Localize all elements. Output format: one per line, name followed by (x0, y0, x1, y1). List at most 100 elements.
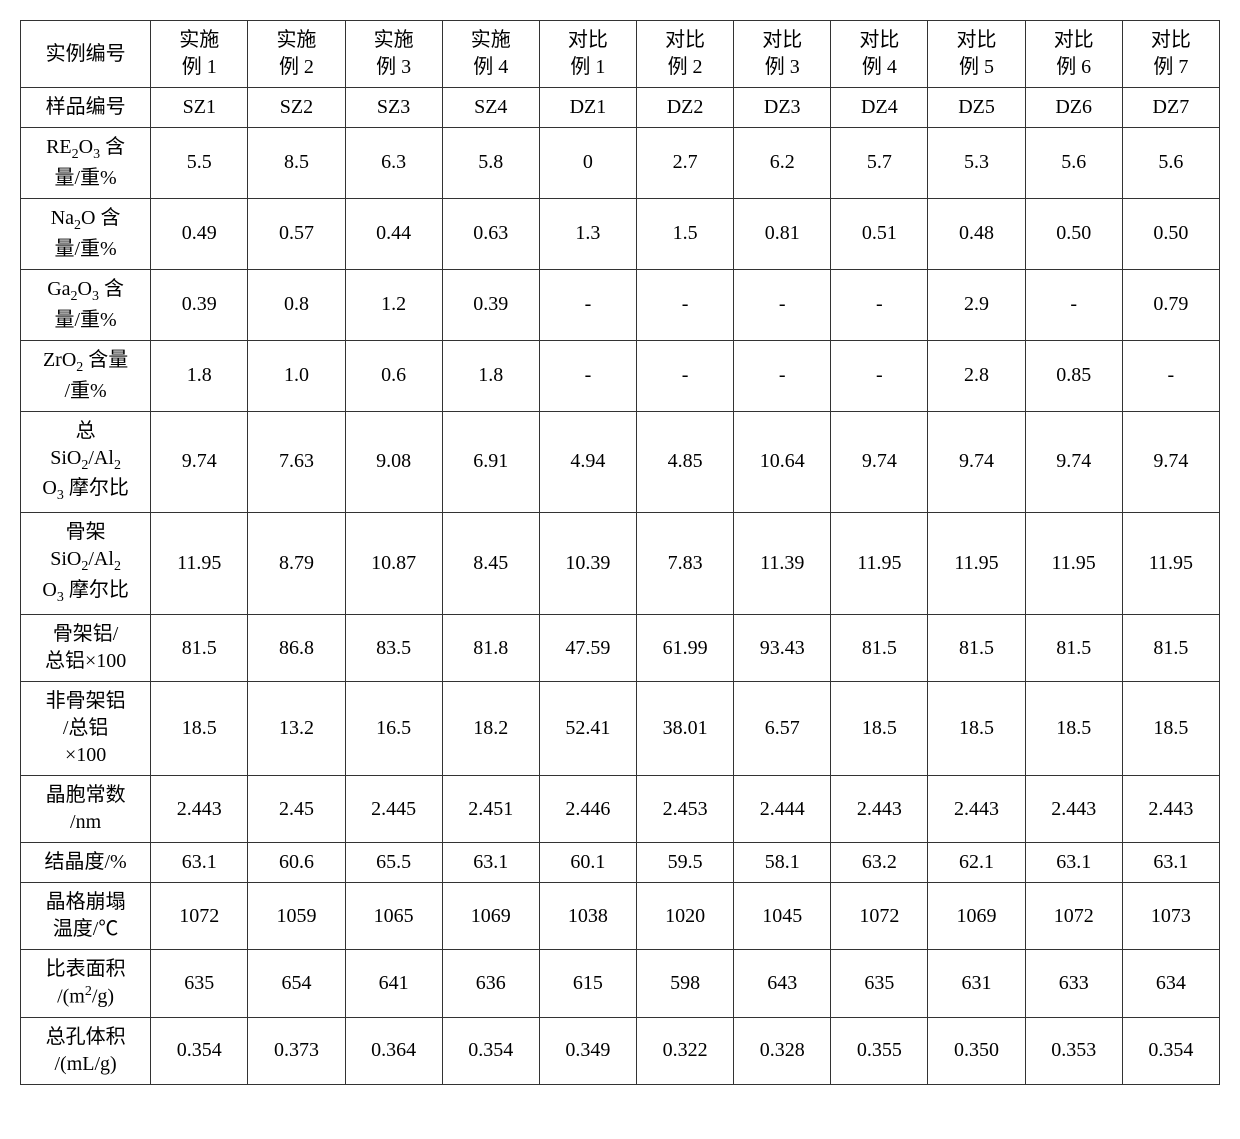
table-row: Na2O 含量/重%0.490.570.440.631.31.50.810.51… (21, 198, 1220, 269)
data-table: 实例编号实施例 1实施例 2实施例 3实施例 4对比例 1对比例 2对比例 3对… (20, 20, 1220, 1085)
data-cell: 6.2 (734, 128, 831, 199)
data-cell: 0.50 (1122, 198, 1219, 269)
data-cell: 5.5 (151, 128, 248, 199)
data-cell: 635 (831, 950, 928, 1018)
data-cell: 59.5 (636, 843, 733, 883)
data-cell: 0.373 (248, 1017, 345, 1084)
column-header: 对比例 6 (1025, 21, 1122, 88)
data-cell: 654 (248, 950, 345, 1018)
data-cell: 0.354 (1122, 1017, 1219, 1084)
data-cell: 2.443 (928, 776, 1025, 843)
data-cell: 63.2 (831, 843, 928, 883)
table-row: 骨架SiO2/Al2O3 摩尔比11.958.7910.878.4510.397… (21, 513, 1220, 615)
data-cell: 81.5 (928, 615, 1025, 682)
data-cell: 18.5 (928, 682, 1025, 776)
data-cell: DZ7 (1122, 88, 1219, 128)
data-cell: 52.41 (539, 682, 636, 776)
data-cell: DZ2 (636, 88, 733, 128)
data-cell: 81.5 (831, 615, 928, 682)
data-cell: - (539, 340, 636, 411)
data-cell: 0.322 (636, 1017, 733, 1084)
data-cell: 58.1 (734, 843, 831, 883)
data-cell: DZ1 (539, 88, 636, 128)
data-cell: 0.354 (442, 1017, 539, 1084)
data-cell: - (1025, 269, 1122, 340)
data-cell: 2.444 (734, 776, 831, 843)
data-cell: 2.45 (248, 776, 345, 843)
data-cell: 0.81 (734, 198, 831, 269)
data-cell: 1045 (734, 883, 831, 950)
column-header: 实施例 3 (345, 21, 442, 88)
data-cell: 0.51 (831, 198, 928, 269)
row-label: 样品编号 (21, 88, 151, 128)
data-cell: 18.5 (1122, 682, 1219, 776)
data-cell: SZ1 (151, 88, 248, 128)
data-cell: DZ4 (831, 88, 928, 128)
column-header: 实施例 2 (248, 21, 345, 88)
data-cell: 9.74 (151, 411, 248, 513)
data-cell: 9.74 (1122, 411, 1219, 513)
data-cell: 634 (1122, 950, 1219, 1018)
data-cell: - (636, 340, 733, 411)
row-label: 结晶度/% (21, 843, 151, 883)
data-cell: 63.1 (1025, 843, 1122, 883)
row-label: 总SiO2/Al2O3 摩尔比 (21, 411, 151, 513)
data-cell: 8.79 (248, 513, 345, 615)
data-cell: 2.446 (539, 776, 636, 843)
data-cell: 2.7 (636, 128, 733, 199)
data-cell: 2.9 (928, 269, 1025, 340)
data-cell: 83.5 (345, 615, 442, 682)
table-row: 总SiO2/Al2O3 摩尔比9.747.639.086.914.944.851… (21, 411, 1220, 513)
data-cell: 60.1 (539, 843, 636, 883)
data-cell: 93.43 (734, 615, 831, 682)
data-cell: 0.353 (1025, 1017, 1122, 1084)
data-cell: 18.5 (1025, 682, 1122, 776)
data-cell: 1038 (539, 883, 636, 950)
data-cell: 81.5 (1122, 615, 1219, 682)
data-cell: 63.1 (151, 843, 248, 883)
table-row: Ga2O3 含量/重%0.390.81.20.39----2.9-0.79 (21, 269, 1220, 340)
data-cell: SZ4 (442, 88, 539, 128)
data-cell: 2.443 (831, 776, 928, 843)
data-cell: 13.2 (248, 682, 345, 776)
data-cell: 6.57 (734, 682, 831, 776)
data-cell: 1065 (345, 883, 442, 950)
data-cell: 4.94 (539, 411, 636, 513)
data-cell: 11.95 (1025, 513, 1122, 615)
data-cell: 615 (539, 950, 636, 1018)
data-cell: 47.59 (539, 615, 636, 682)
column-header: 对比例 3 (734, 21, 831, 88)
table-row: 晶格崩塌温度/℃10721059106510691038102010451072… (21, 883, 1220, 950)
data-cell: 61.99 (636, 615, 733, 682)
data-cell: SZ2 (248, 88, 345, 128)
data-cell: 1073 (1122, 883, 1219, 950)
data-cell: 5.6 (1122, 128, 1219, 199)
data-cell: 1.2 (345, 269, 442, 340)
column-header: 对比例 2 (636, 21, 733, 88)
data-cell: 636 (442, 950, 539, 1018)
table-header-row: 实例编号实施例 1实施例 2实施例 3实施例 4对比例 1对比例 2对比例 3对… (21, 21, 1220, 88)
data-cell: 631 (928, 950, 1025, 1018)
row-label: ZrO2 含量/重% (21, 340, 151, 411)
data-cell: 10.64 (734, 411, 831, 513)
data-cell: 0.349 (539, 1017, 636, 1084)
table-row: RE2O3 含量/重%5.58.56.35.802.76.25.75.35.65… (21, 128, 1220, 199)
data-cell: 38.01 (636, 682, 733, 776)
data-cell: 635 (151, 950, 248, 1018)
data-cell: 7.83 (636, 513, 733, 615)
data-cell: 5.8 (442, 128, 539, 199)
data-cell: - (734, 340, 831, 411)
row-label: 非骨架铝/总铝×100 (21, 682, 151, 776)
data-cell: 1069 (928, 883, 1025, 950)
data-cell: 0.63 (442, 198, 539, 269)
data-cell: 86.8 (248, 615, 345, 682)
data-cell: 1.5 (636, 198, 733, 269)
data-cell: 11.95 (928, 513, 1025, 615)
data-cell: 1.8 (151, 340, 248, 411)
data-cell: 2.445 (345, 776, 442, 843)
data-cell: 10.39 (539, 513, 636, 615)
data-cell: 6.91 (442, 411, 539, 513)
data-cell: 63.1 (442, 843, 539, 883)
column-header: 对比例 1 (539, 21, 636, 88)
data-cell: 0.364 (345, 1017, 442, 1084)
